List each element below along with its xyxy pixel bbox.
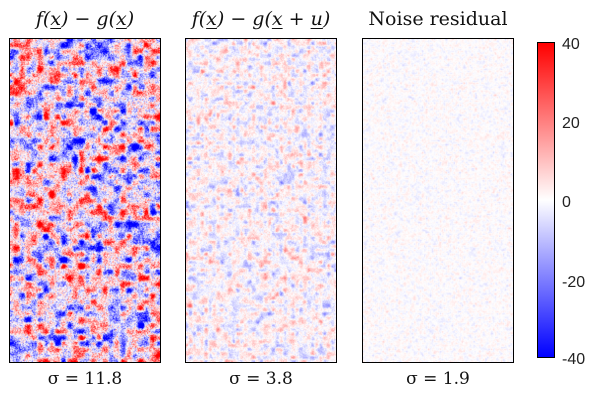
warped-difference-image-panel [185,38,337,363]
noise-residual-image-panel [362,38,514,363]
colorbar-tick-40: 40 [562,36,580,53]
warped-difference-image [186,39,336,362]
panel-title-warped-difference: f(x) − g(x + u) [191,8,331,30]
colorbar-tick-20: 20 [562,115,580,132]
colorbar-tick-0: 0 [562,194,571,211]
panel-title-difference: f(x) − g(x) [35,8,135,30]
colorbar-tick-minus-20: -20 [562,274,586,291]
panel-title-noise-residual: Noise residual [368,8,508,30]
sigma-label-difference: σ = 11.8 [47,369,123,389]
sigma-label-noise-residual: σ = 1.9 [406,369,470,389]
difference-image-panel [9,38,161,363]
colorbar-tick-minus-40: -40 [562,351,586,368]
noise-residual-image [363,39,513,362]
colorbar [537,42,555,358]
difference-image [10,39,160,362]
sigma-label-warped-difference: σ = 3.8 [229,369,293,389]
